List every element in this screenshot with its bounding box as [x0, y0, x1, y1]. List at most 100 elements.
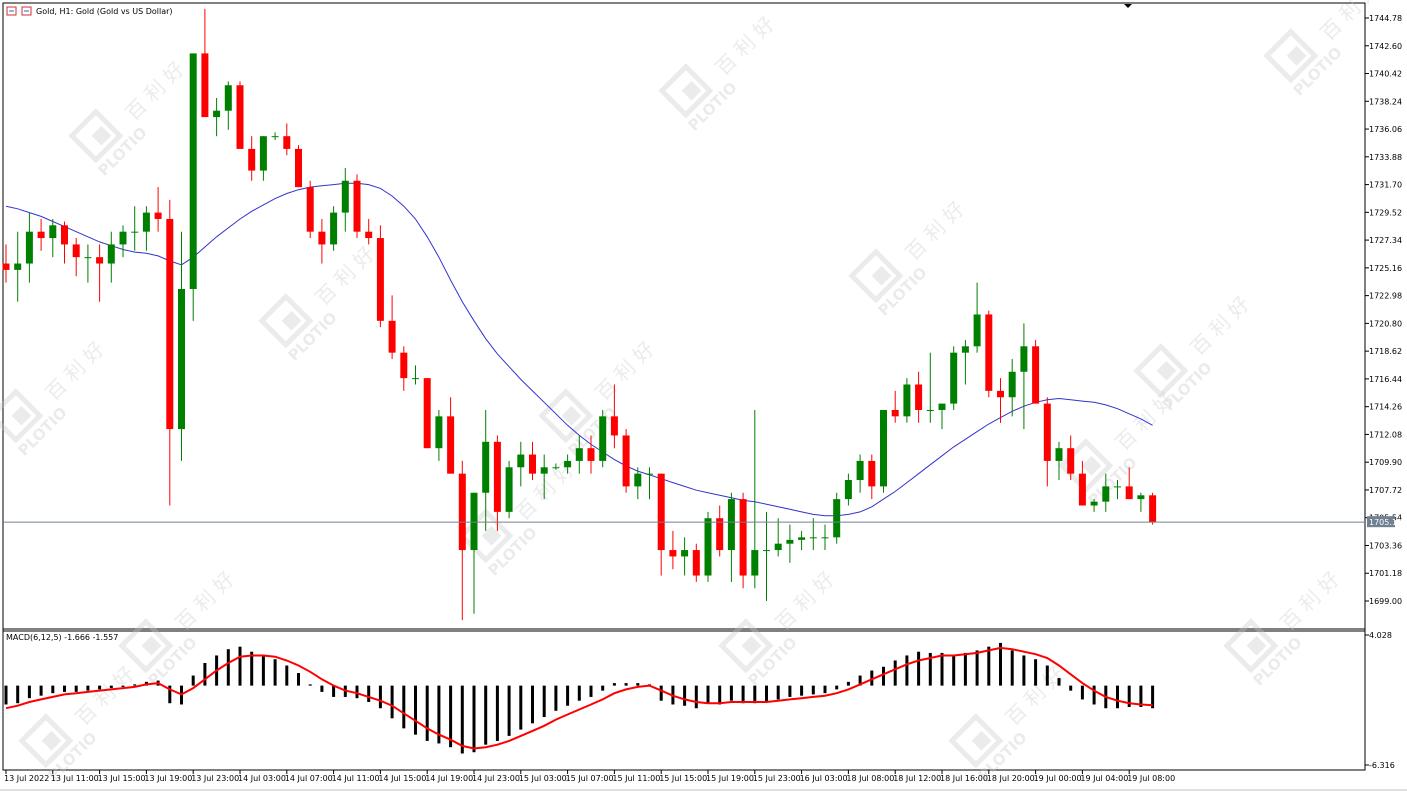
macd-histogram-bar: [63, 685, 66, 692]
price-tick-label: 1714.26: [1369, 403, 1402, 412]
candle: [400, 346, 408, 391]
candle-body: [365, 231, 373, 239]
candle-body: [786, 539, 794, 544]
time-tick-label: 14 Jul 07:00: [285, 774, 333, 783]
macd-histogram-bar: [940, 652, 944, 686]
candle-body: [798, 537, 806, 540]
candle: [903, 378, 911, 423]
chart-shift-marker[interactable]: [1124, 4, 1132, 8]
candle-body: [985, 314, 993, 391]
candle: [178, 231, 185, 461]
candle-body: [131, 231, 139, 233]
candle-body: [107, 244, 115, 264]
watermark-chinese: 百 利 好: [711, 12, 779, 80]
macd-histogram-bar: [1022, 655, 1026, 686]
macd-histogram-bar: [601, 685, 605, 691]
macd-histogram-bar: [308, 684, 312, 686]
candle: [868, 454, 876, 500]
candle: [529, 441, 536, 481]
candle-body: [1078, 473, 1086, 506]
candle-body: [271, 136, 279, 138]
candle-body: [154, 212, 162, 219]
candle-body: [61, 225, 68, 245]
candle-body: [1137, 495, 1145, 500]
macd-histogram-bar: [753, 685, 757, 704]
macd-histogram-bar: [1080, 685, 1084, 700]
candle-body: [505, 467, 513, 512]
macd-histogram-bar: [624, 683, 628, 686]
candle: [14, 231, 22, 302]
time-tick-label: 13 Jul 11:00: [51, 774, 99, 783]
macd-histogram-bar: [1069, 685, 1073, 691]
candle: [798, 530, 806, 551]
candle-body: [1055, 448, 1063, 461]
macd-histogram-bar: [999, 642, 1002, 686]
candle: [25, 212, 33, 283]
time-tick-label: 19 Jul 04:00: [1080, 774, 1128, 783]
candle-body: [552, 467, 560, 469]
macd-histogram-bar: [238, 646, 242, 686]
candle: [142, 206, 150, 251]
price-axis[interactable]: 1744.78 1742.60 1740.42 1738.24 1736.06 1733.…: [1365, 14, 1402, 606]
macd-histogram-bar: [414, 685, 417, 735]
candle-body: [809, 537, 817, 539]
candle: [622, 429, 630, 493]
candle-body: [189, 53, 197, 289]
candle: [388, 295, 396, 360]
watermark-chinese: 百 利 好: [311, 242, 379, 310]
candle: [107, 231, 115, 283]
candle-body: [1008, 371, 1016, 398]
candle: [318, 218, 326, 264]
candle: [973, 282, 981, 353]
macd-histogram-bar: [285, 665, 289, 686]
macd-histogram-bar: [74, 685, 78, 692]
macd-histogram-bar: [484, 685, 488, 745]
macd-histogram-bar: [332, 685, 336, 697]
time-tick-label: 15 Jul 11:00: [612, 774, 660, 783]
candle: [412, 365, 419, 385]
candle-body: [774, 543, 782, 551]
candle-body: [622, 435, 630, 487]
candle: [610, 384, 618, 449]
macd-histogram-bar: [355, 685, 359, 699]
macd-histogram-bar: [449, 685, 453, 748]
price-tick-label: 1740.42: [1369, 70, 1402, 79]
candle-body: [213, 110, 221, 118]
time-tick-label: 13 Jul 2022: [4, 774, 49, 783]
candle: [423, 378, 431, 449]
candle: [540, 454, 548, 500]
candle: [1149, 492, 1157, 525]
candle: [1055, 441, 1063, 481]
macd-axis[interactable]: 4.028 -6.316: [1365, 631, 1395, 770]
candle-body: [259, 136, 267, 171]
candle: [482, 409, 490, 531]
candle-body: [727, 499, 735, 551]
candle: [1020, 323, 1028, 430]
time-tick-label: 18 Jul 16:00: [940, 774, 988, 783]
candle: [353, 174, 361, 239]
macd-histogram-bar: [191, 675, 195, 686]
macd-histogram-bar: [531, 685, 534, 724]
candle: [189, 53, 197, 321]
candle: [751, 409, 759, 589]
macd-histogram-bar: [1092, 685, 1096, 705]
candle-body: [14, 263, 22, 270]
chart-frame: [2, 2, 1366, 771]
macd-histogram-bar: [27, 685, 31, 699]
macd-histogram-bar: [659, 685, 663, 701]
price-tick-label: 1742.60: [1369, 42, 1402, 51]
candle-body: [821, 537, 829, 539]
candle: [1102, 473, 1110, 512]
candle-body: [891, 409, 899, 417]
price-tick-label: 1718.62: [1369, 347, 1402, 356]
macd-histogram-bar: [51, 685, 55, 694]
macd-histogram-bar: [390, 685, 394, 719]
macd-histogram-bar: [109, 685, 113, 689]
